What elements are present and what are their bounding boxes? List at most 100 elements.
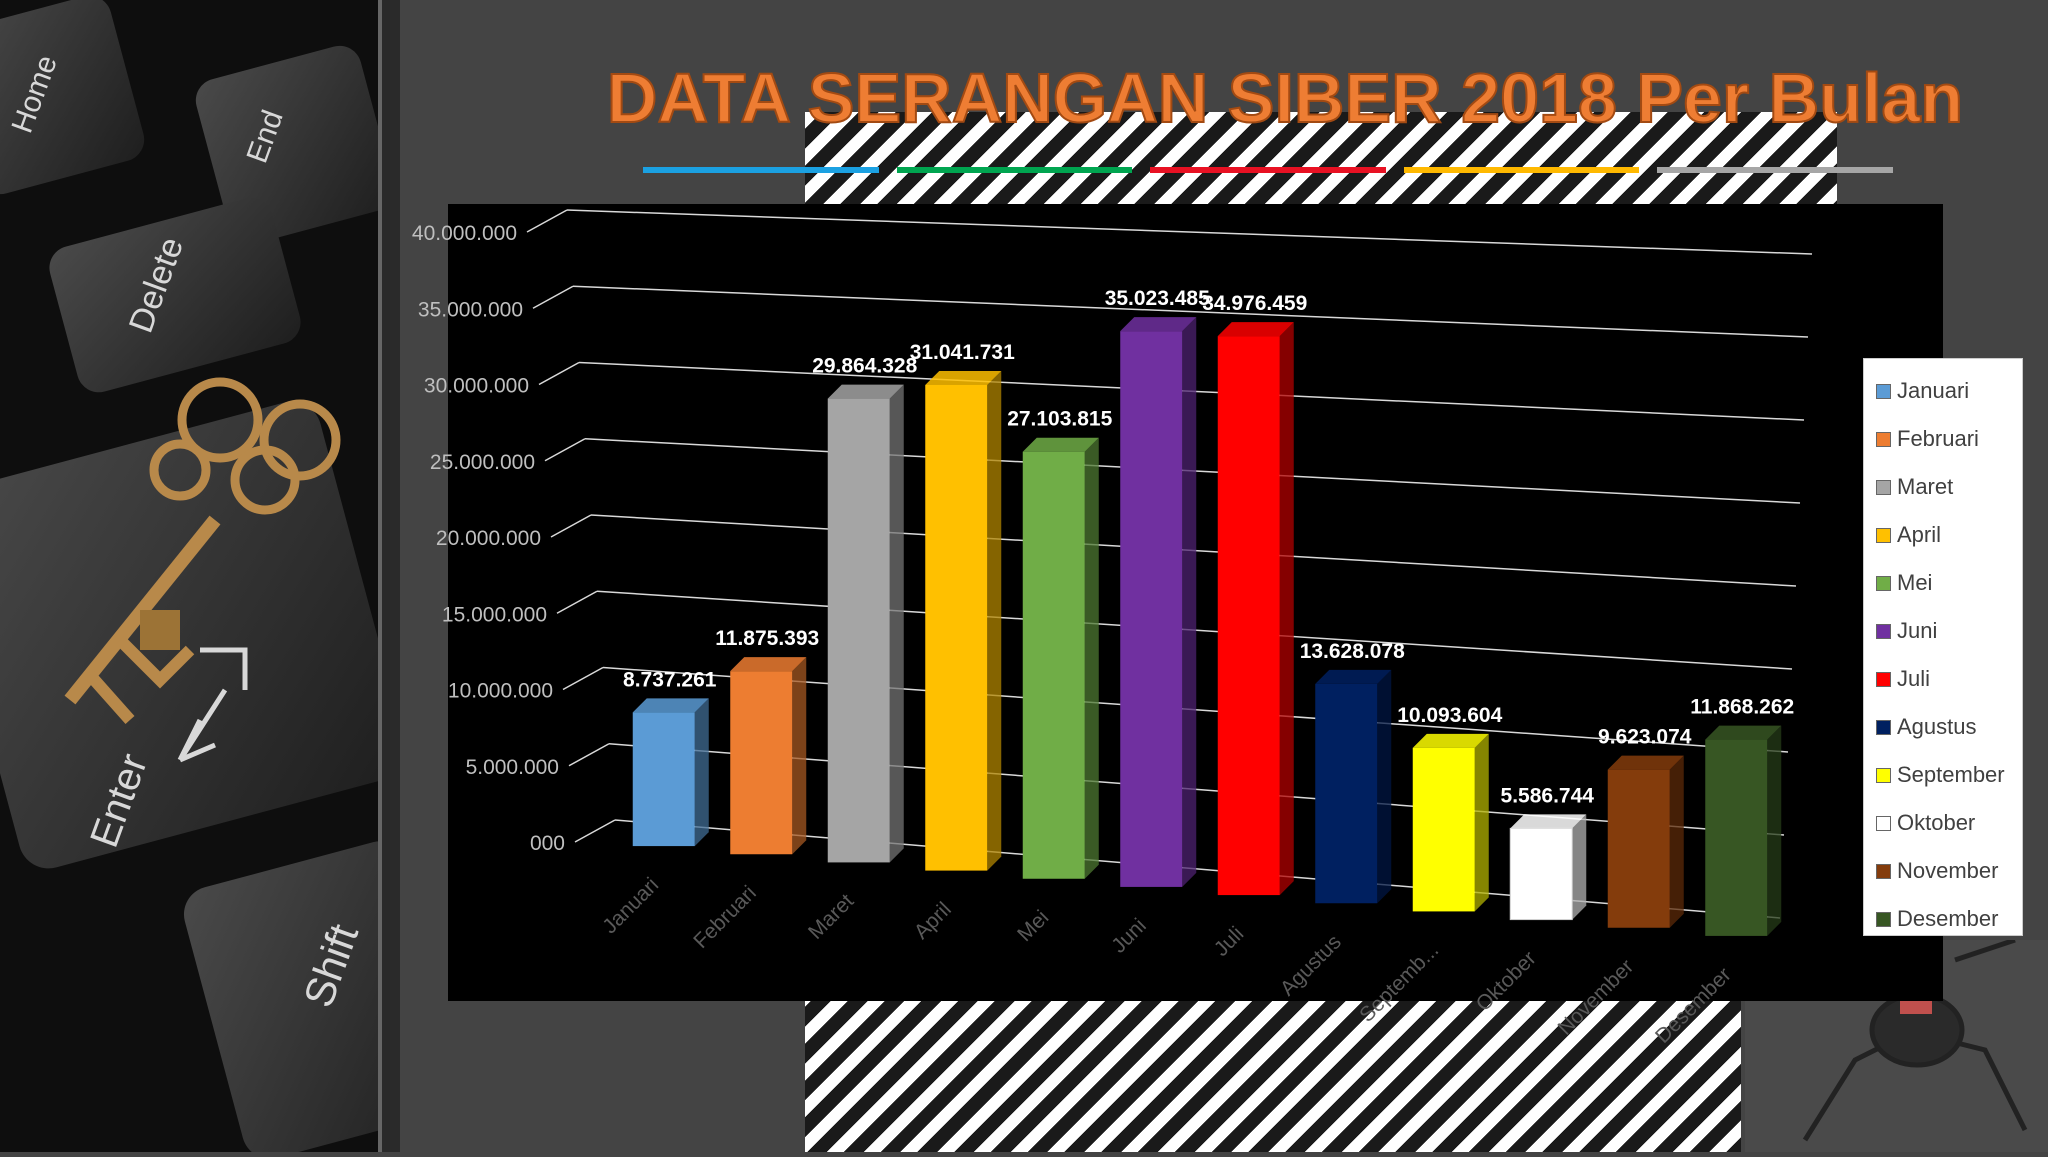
legend-item: Agustus	[1876, 703, 2022, 751]
bar	[730, 671, 793, 855]
bar	[1315, 683, 1378, 904]
y-tick-label: 000	[530, 832, 565, 855]
x-tick-label: Juli	[1210, 922, 1249, 961]
underline-segment	[896, 167, 1133, 173]
x-tick-label: Februari	[689, 882, 761, 954]
bar-top	[1315, 669, 1392, 684]
bar-top	[1705, 725, 1782, 740]
legend-swatch	[1876, 767, 1891, 783]
gridline-depth	[538, 361, 580, 386]
legend-swatch	[1876, 671, 1891, 687]
y-tick-label: 30.000.000	[424, 375, 529, 398]
chart-legend: Januari Februari Maret April Mei Juni Juli Agus…	[1863, 358, 2023, 936]
bar-top	[1217, 322, 1294, 337]
x-tick-label: Agustus	[1276, 931, 1346, 1001]
x-tick-label: Januari	[598, 873, 663, 938]
y-tick-label: 20.000.000	[436, 527, 541, 550]
x-tick-label: Juni	[1107, 914, 1151, 958]
legend-label: Oktober	[1897, 810, 1976, 835]
page-title: DATA SERANGAN SIBER 2018 Per Bulan	[606, 58, 1964, 138]
legend-swatch	[1876, 719, 1891, 735]
legend-swatch	[1876, 815, 1891, 831]
bar-side	[889, 384, 904, 863]
bar-top	[632, 698, 709, 713]
legend-swatch	[1876, 911, 1891, 927]
legend-label: September	[1897, 762, 2005, 787]
key-end: End	[195, 45, 395, 245]
legend-swatch	[1876, 863, 1891, 879]
key-home: Home	[0, 0, 145, 195]
legend-item: September	[1876, 751, 2022, 799]
gridline-depth	[568, 743, 610, 767]
bar	[1412, 747, 1475, 912]
bar	[1705, 739, 1768, 936]
legend-label: April	[1897, 522, 1942, 547]
y-tick-label: 40.000.000	[412, 222, 517, 245]
data-label: 10.093.604	[1397, 704, 1502, 727]
bar-side	[1084, 437, 1099, 879]
golden-key-icon	[64, 377, 341, 724]
bar	[1022, 451, 1085, 879]
y-tick-label: 15.000.000	[442, 603, 547, 626]
legend-label: November	[1897, 858, 1999, 883]
bar-side	[792, 657, 807, 855]
y-tick-label: 10.000.000	[448, 680, 553, 703]
legend-item: November	[1876, 847, 2022, 895]
bar-top	[1412, 733, 1489, 748]
legend-swatch	[1876, 623, 1891, 639]
x-tick-label: November	[1554, 955, 1639, 1040]
bar	[827, 398, 890, 863]
gridline-depth	[574, 819, 616, 843]
data-label: 31.041.731	[910, 341, 1015, 364]
data-label: 8.737.261	[623, 668, 717, 691]
legend-swatch	[1876, 383, 1891, 399]
gridline-depth	[532, 285, 574, 309]
data-label: 5.586.744	[1501, 784, 1595, 807]
x-tick-label: Desember	[1651, 963, 1736, 1048]
bar-side	[1669, 755, 1684, 928]
legend-label: Maret	[1897, 474, 1954, 499]
data-label: 13.628.078	[1300, 640, 1405, 663]
gridline-depth	[550, 514, 592, 538]
bar	[1607, 769, 1670, 928]
legend-swatch	[1876, 527, 1891, 543]
bar-top	[1607, 755, 1684, 770]
bar-side	[987, 370, 1002, 871]
bar-side	[1572, 814, 1587, 920]
legend-label: Juli	[1897, 666, 1931, 691]
underline-segment	[643, 167, 879, 173]
bar-side	[1767, 725, 1782, 936]
x-tick-label: Septemb...	[1355, 939, 1443, 1027]
x-tick-label: Oktober	[1472, 947, 1541, 1016]
x-tick-label: Maret	[804, 890, 858, 944]
legend-label: Juni	[1897, 618, 1938, 643]
bar-top	[1120, 317, 1197, 332]
underline-segment	[1150, 167, 1386, 173]
data-label: 27.103.815	[1007, 408, 1112, 431]
bar-top	[925, 370, 1002, 385]
underline-segment	[1657, 167, 1893, 173]
bar-top	[1022, 437, 1099, 452]
legend-item: Maret	[1876, 463, 2022, 511]
legend-item: Mei	[1876, 559, 2022, 607]
data-label: 11.875.393	[715, 627, 819, 650]
gridline-depth	[562, 666, 604, 691]
bar-side	[1182, 317, 1197, 887]
legend-label: Agustus	[1897, 714, 1977, 739]
underline-segment	[1403, 167, 1640, 173]
data-label: 9.623.074	[1598, 726, 1692, 749]
spider-icon	[1802, 918, 2028, 1142]
legend-swatch	[1876, 575, 1891, 591]
gridline-depth	[556, 590, 598, 614]
gridline-depth	[526, 209, 568, 233]
bar-top	[730, 657, 807, 672]
bar	[1120, 331, 1183, 887]
gridline	[566, 209, 1813, 255]
data-label: 11.868.262	[1690, 696, 1794, 719]
bar-side	[1474, 733, 1489, 912]
bar-top	[1510, 814, 1587, 829]
x-tick-label: Mei	[1013, 906, 1053, 946]
bar-side	[694, 698, 709, 847]
bar	[1509, 827, 1573, 921]
bar-side	[1279, 322, 1294, 896]
